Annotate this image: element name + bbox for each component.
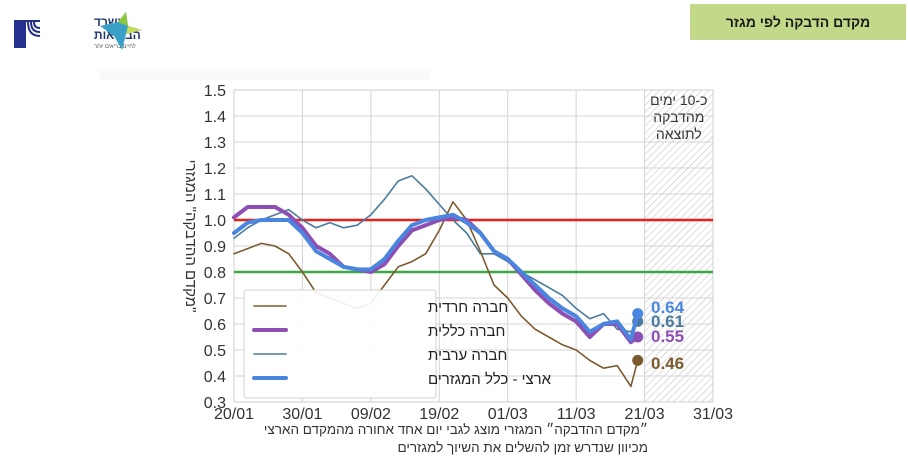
- y-tick-label: 0.6: [204, 317, 226, 334]
- y-axis-title: "מקדם ההדבקה" המגזרי: [182, 160, 199, 313]
- projection-label: מהדבקה: [653, 109, 704, 125]
- series-line: [233, 175, 639, 333]
- series-end-marker: [632, 354, 644, 366]
- menorah-emblem-icon: [14, 20, 41, 48]
- series-end-value: 0.55: [651, 327, 684, 346]
- caption-line-1: ״מקדם ההדבקה״ המגזרי מוצג לגבי יום אחד א…: [263, 422, 648, 437]
- projection-label: כ-10 ימים: [650, 92, 707, 108]
- y-tick-label: 0.9: [204, 239, 226, 256]
- series-end-marker: [632, 331, 644, 343]
- x-tick-label: 01/03: [488, 406, 528, 423]
- y-tick-label: 0.8: [204, 265, 226, 282]
- y-tick-label: 0.4: [204, 369, 226, 386]
- legend-box: [243, 289, 437, 399]
- series-end-marker: [632, 308, 644, 320]
- series-line: [233, 201, 639, 388]
- caption-line-2: מכיוון שנדרש זמן להשלים את השיוך למגזרים: [397, 440, 648, 455]
- legend-label: חברה כללית: [428, 323, 505, 340]
- projection-label: לתוצאה: [656, 126, 702, 142]
- y-tick-label: 0.5: [204, 343, 226, 360]
- y-tick-label: 1.5: [204, 83, 226, 100]
- y-tick-label: 1.2: [204, 161, 226, 178]
- series-line: [232, 205, 640, 345]
- y-tick-label: 1.1: [204, 187, 226, 204]
- x-tick-label: 21/03: [625, 406, 665, 423]
- page-title: מקדם הדבקה לפי מגזר: [725, 14, 871, 30]
- legend-label: חברה חרדית: [428, 299, 508, 316]
- svg-text:לחיים בריאים יותר: לחיים בריאים יותר: [94, 43, 136, 50]
- plot-frame: [233, 89, 714, 403]
- series-end-value: 0.46: [651, 354, 684, 373]
- chart-caption: ״מקדם ההדבקה״ המגזרי מוצג לגבי יום אחד א…: [200, 421, 648, 457]
- x-tick-label: 09/02: [351, 406, 391, 423]
- x-tick-label: 31/03: [693, 406, 733, 423]
- legend-label: חברה ערבית: [428, 347, 507, 364]
- series-end-value: 0.61: [651, 312, 684, 331]
- x-tick-label: 11/03: [557, 406, 596, 423]
- plot-area: 1.51.41.31.21.11.00.90.80.70.60.50.40.32…: [182, 83, 733, 423]
- x-tick-label: 30/01: [282, 406, 322, 423]
- ministry-logo: משרד הבריאות לחיים בריאים יותר: [8, 6, 148, 56]
- y-tick-label: 1.4: [204, 109, 226, 126]
- page-title-box: מקדם הדבקה לפי מגזר: [690, 4, 906, 40]
- series-line: [232, 212, 640, 342]
- faded-subtitle-bar: [100, 68, 430, 80]
- y-tick-label: 1.0: [204, 213, 226, 230]
- ministry-star-icon: [100, 12, 142, 50]
- x-tick-label: 19/02: [419, 406, 459, 423]
- y-tick-label: 0.3: [204, 395, 226, 412]
- legend-label: ארצי - כלל המגזרים: [428, 371, 552, 388]
- x-tick-label: 20/01: [214, 406, 254, 423]
- y-tick-label: 0.7: [204, 291, 226, 308]
- y-tick-label: 1.3: [204, 135, 226, 152]
- series-end-value: 0.64: [651, 298, 685, 317]
